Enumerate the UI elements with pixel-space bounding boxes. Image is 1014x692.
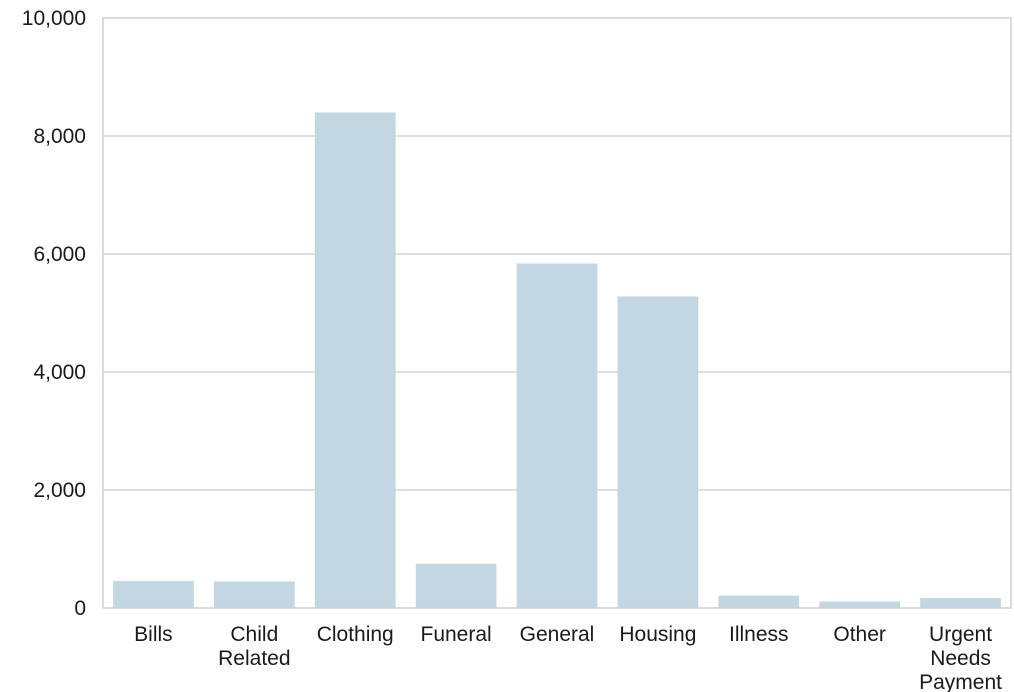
bar	[213, 581, 295, 608]
x-tick-label: Bills	[134, 623, 173, 646]
x-tick-label: Illness	[729, 623, 789, 646]
x-tick-label: Urgent Needs Payment	[919, 623, 1002, 692]
bar	[113, 580, 194, 608]
bar	[516, 263, 598, 608]
bar	[415, 563, 497, 608]
y-tick-label: 6,000	[33, 243, 86, 266]
x-tick-label: Funeral	[421, 623, 492, 646]
y-axis-ticks: 0 2,000 4,000 6,000 8,000 10,000	[22, 7, 86, 620]
bar	[314, 112, 396, 609]
x-tick-label: Child Related	[218, 623, 290, 670]
bar	[617, 296, 699, 608]
bar	[718, 595, 800, 608]
bar	[819, 601, 901, 608]
y-tick-label: 8,000	[33, 125, 86, 148]
y-tick-label: 2,000	[33, 479, 86, 502]
y-tick-label: 0	[74, 597, 86, 620]
y-tick-label: 4,000	[33, 361, 86, 384]
x-tick-label: Housing	[619, 623, 696, 646]
x-tick-label: Clothing	[317, 623, 394, 646]
y-tick-label: 10,000	[22, 7, 86, 30]
bars	[113, 112, 1001, 609]
x-tick-label: Other	[833, 623, 886, 646]
plot-frame	[102, 17, 1012, 609]
x-axis-ticks: Bills Child Related Clothing Funeral General H…	[134, 623, 1002, 692]
bar	[920, 597, 1001, 608]
x-tick-label: General	[520, 623, 595, 646]
